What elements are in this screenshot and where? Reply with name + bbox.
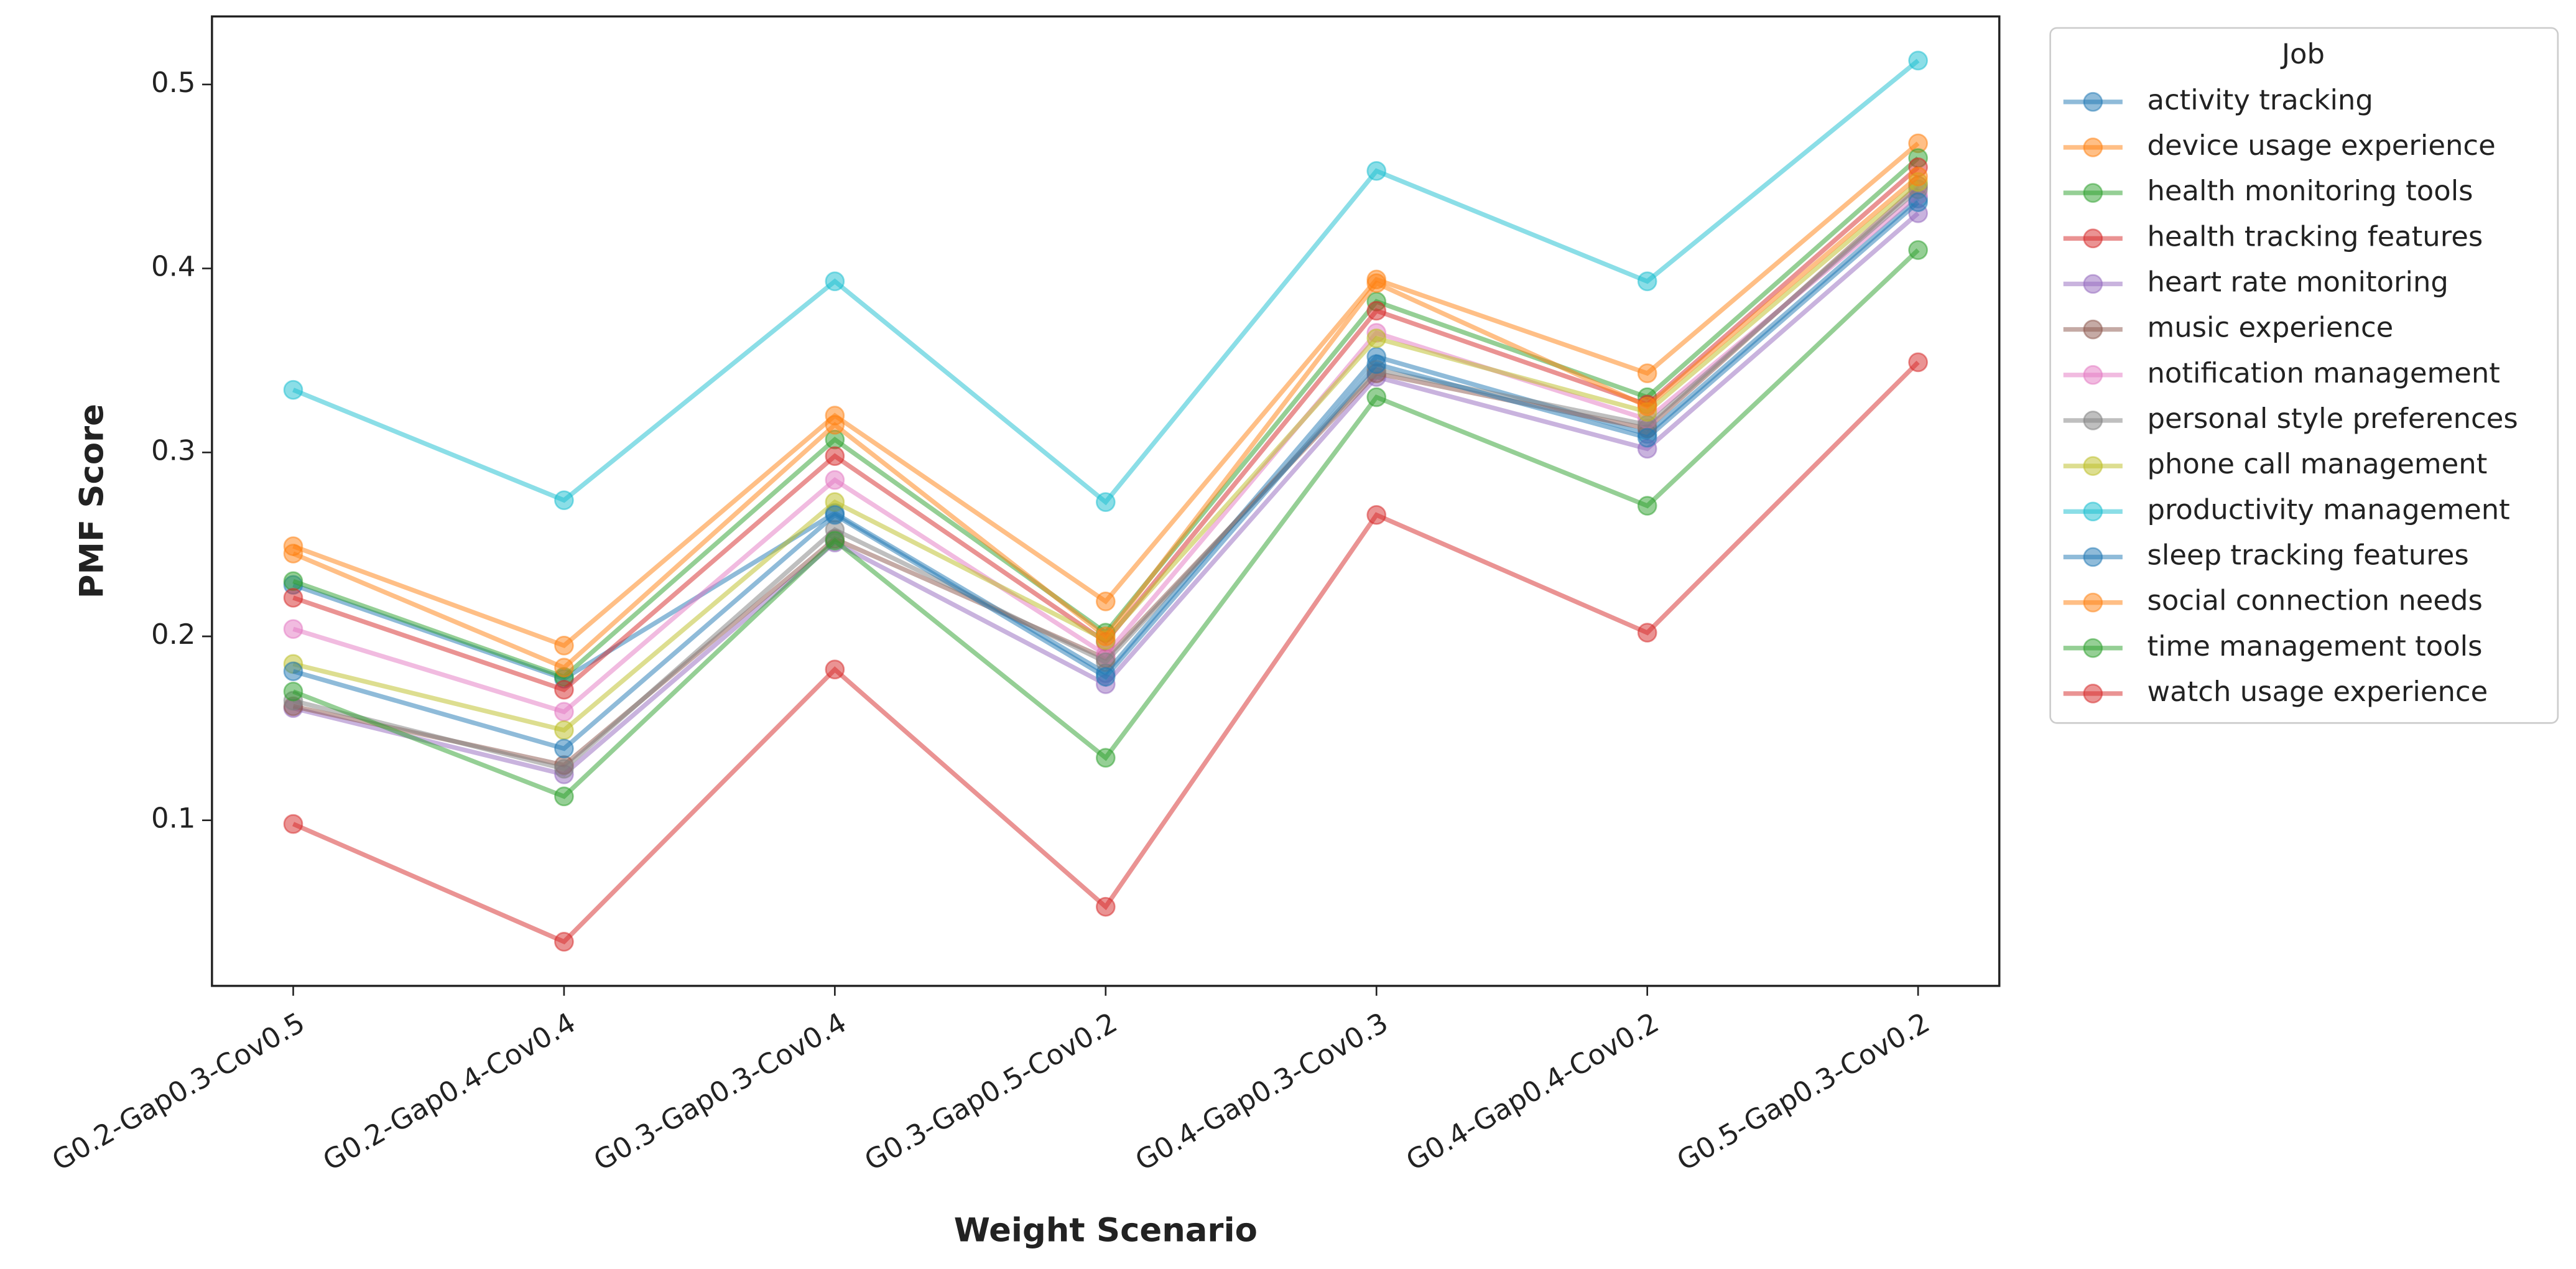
point	[1366, 387, 1387, 407]
y-tick-label: 0.4	[151, 250, 195, 283]
point	[1637, 427, 1657, 448]
y-tick-label: 0.2	[151, 618, 195, 651]
legend-label: phone call management	[2147, 447, 2487, 480]
legend-marker	[2083, 501, 2103, 522]
point	[1366, 328, 1387, 348]
legend-marker	[2083, 91, 2103, 112]
point	[825, 415, 845, 435]
point	[554, 702, 574, 722]
point	[554, 635, 574, 656]
point	[1095, 896, 1116, 917]
y-tick-label: 0.3	[151, 434, 195, 467]
legend-label: productivity management	[2147, 493, 2509, 526]
point	[283, 588, 303, 608]
point	[283, 544, 303, 564]
legend-label: personal style preferences	[2147, 402, 2518, 435]
point	[1637, 496, 1657, 516]
legend-box	[2049, 27, 2559, 724]
point	[283, 681, 303, 702]
legend-label: sleep tracking features	[2147, 538, 2468, 571]
point	[554, 759, 574, 779]
point	[825, 271, 845, 292]
x-tick-label: G0.3-Gap0.5-Cov0.2	[859, 1006, 1123, 1177]
legend-marker	[2083, 228, 2103, 249]
point	[1908, 192, 1928, 212]
legend-label: time management tools	[2147, 630, 2482, 662]
series-line	[292, 248, 1920, 799]
point	[1908, 240, 1928, 260]
point	[825, 531, 845, 551]
point	[1095, 591, 1116, 611]
point	[554, 932, 574, 952]
legend-marker	[2083, 274, 2103, 294]
point	[825, 470, 845, 490]
legend-title: Job	[2280, 37, 2325, 70]
point	[283, 814, 303, 834]
x-tick-label: G0.3-Gap0.3-Cov0.4	[588, 1006, 852, 1177]
x-tick-label: G0.2-Gap0.4-Cov0.4	[317, 1006, 581, 1177]
legend-marker	[2083, 319, 2103, 340]
legend-marker	[2083, 365, 2103, 385]
point	[825, 504, 845, 525]
point	[1908, 50, 1928, 71]
point	[825, 446, 845, 467]
legend-label: device usage experience	[2147, 129, 2495, 162]
legend-label: notification management	[2147, 356, 2500, 389]
x-tick-label: G0.2-Gap0.3-Cov0.5	[47, 1006, 310, 1177]
point	[1637, 271, 1657, 292]
legend-label: social connection needs	[2147, 584, 2482, 617]
point	[1366, 273, 1387, 294]
point	[1908, 352, 1928, 373]
point	[1637, 396, 1657, 417]
legend-marker	[2083, 684, 2103, 704]
y-tick-label: 0.1	[151, 802, 195, 835]
legend-label: watch usage experience	[2147, 675, 2488, 708]
legend-marker	[2083, 547, 2103, 567]
point	[1095, 748, 1116, 768]
series-line	[292, 165, 1920, 692]
point	[825, 659, 845, 680]
point	[554, 658, 574, 678]
y-tick-label: 0.5	[151, 66, 195, 99]
legend-label: health monitoring tools	[2147, 174, 2473, 207]
point	[1366, 300, 1387, 321]
series-line	[292, 58, 1920, 506]
point	[1095, 667, 1116, 687]
point	[554, 738, 574, 759]
point	[554, 490, 574, 511]
x-tick-label: G0.5-Gap0.3-Cov0.2	[1671, 1006, 1935, 1177]
point	[283, 571, 303, 592]
point	[283, 619, 303, 639]
point	[1366, 354, 1387, 374]
x-tick-label: G0.4-Gap0.3-Cov0.3	[1129, 1006, 1393, 1177]
x-axis-label: Weight Scenario	[954, 1212, 1258, 1250]
point	[554, 679, 574, 700]
point	[1095, 492, 1116, 512]
legend-marker	[2083, 592, 2103, 613]
legend-marker	[2083, 411, 2103, 430]
legend-label: heart rate monitoring	[2147, 265, 2448, 298]
point	[1095, 626, 1116, 646]
legend-marker	[2083, 137, 2103, 157]
point	[554, 720, 574, 740]
legend-label: health tracking features	[2147, 220, 2483, 253]
point	[1637, 363, 1657, 383]
point	[283, 379, 303, 400]
legend-marker	[2083, 183, 2103, 203]
point	[283, 661, 303, 682]
legend-marker	[2083, 638, 2103, 658]
x-tick-label: G0.4-Gap0.4-Cov0.2	[1401, 1006, 1664, 1177]
legend-label: activity tracking	[2147, 83, 2373, 116]
point	[1908, 166, 1928, 187]
point	[1366, 504, 1387, 525]
legend-label: music experience	[2147, 311, 2393, 344]
point	[554, 786, 574, 807]
point	[1366, 160, 1387, 181]
point	[1637, 623, 1657, 643]
legend-marker	[2083, 456, 2103, 476]
y-axis-label: PMF Score	[73, 404, 111, 598]
